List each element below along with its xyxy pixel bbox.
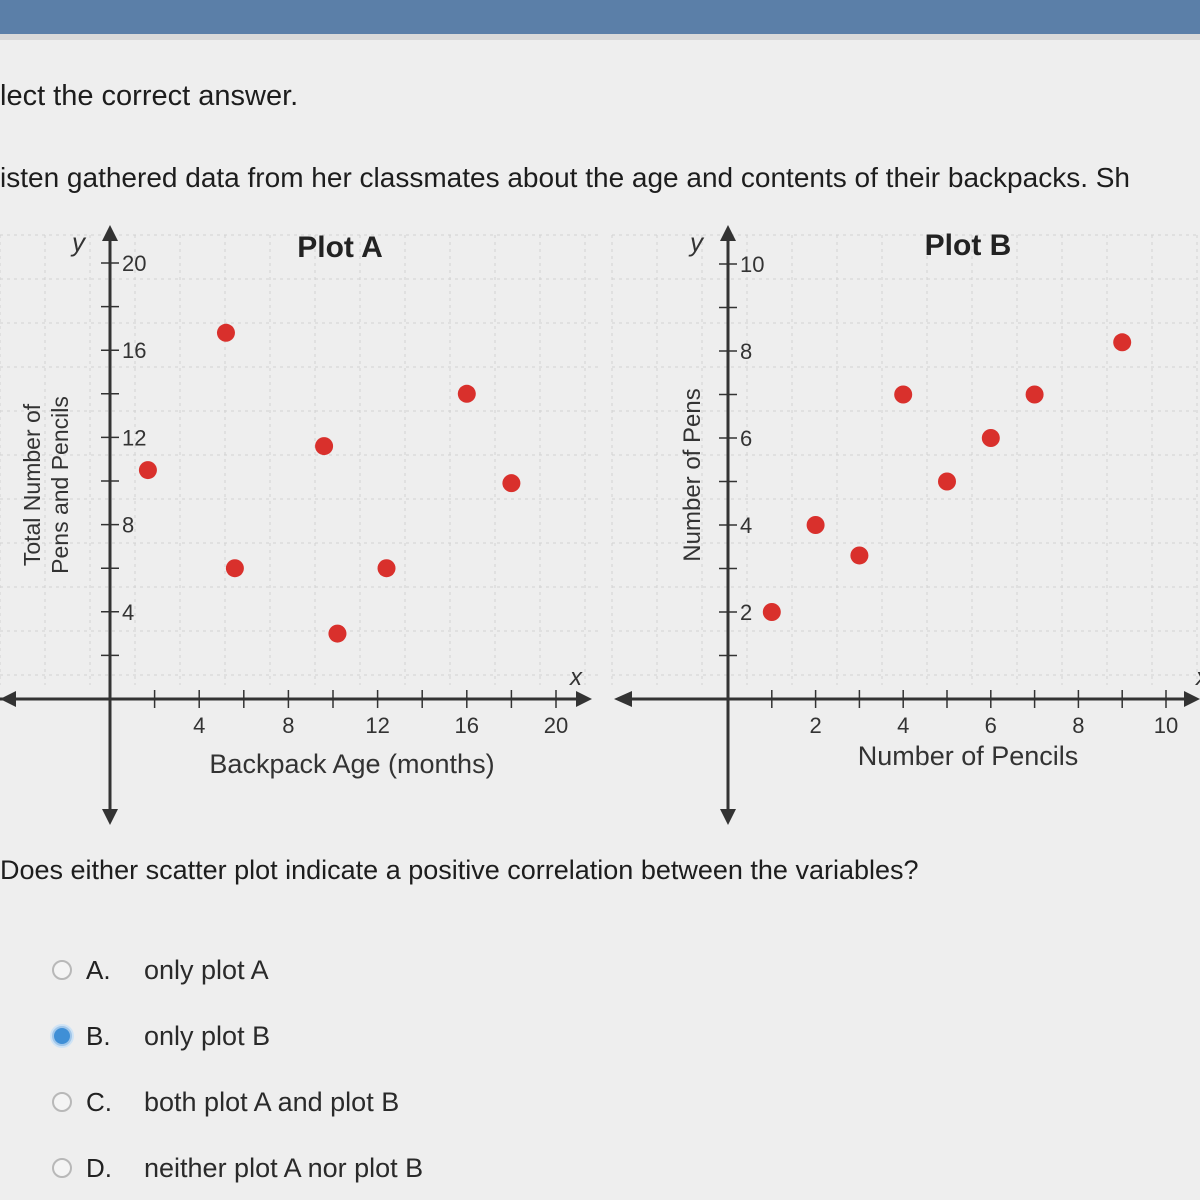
option-text-d: neither plot A nor plot B — [144, 1152, 424, 1183]
plot-a-data-point — [225, 559, 244, 578]
answer-option-b[interactable]: B. only plot B — [52, 1016, 572, 1056]
instruction-text: lect the correct answer. — [0, 80, 299, 112]
answer-option-a[interactable]: A. only plot A — [52, 950, 572, 990]
plot-b-title: Plot B — [925, 229, 1012, 262]
plot-b-y-axis-arrow-up — [720, 225, 736, 241]
plot-b-y-tick-label: 2 — [740, 600, 752, 625]
option-letter-a: A. — [86, 954, 111, 985]
plot-b-x-tick-label: 2 — [809, 713, 821, 738]
option-letter-c: C. — [86, 1086, 112, 1117]
plot-b-data-point — [938, 472, 956, 491]
plot-b-data-point — [762, 603, 781, 621]
plot-b-y-tick-label: 8 — [740, 339, 752, 364]
plot-a-y-tick-label: 8 — [122, 513, 134, 538]
plot-a-x-tick-label: 12 — [365, 713, 389, 738]
browser-top-bar — [0, 0, 1200, 34]
question-prompt: isten gathered data from her classmates … — [0, 162, 1131, 193]
plot-a-y-tick-label: 20 — [122, 251, 146, 276]
plot-b-y-tick-label: 4 — [740, 513, 752, 538]
plot-b-y-axis-letter: y — [688, 227, 705, 257]
plot-a-x-axis-label: Backpack Age (months) — [209, 749, 494, 779]
plot-a-y-axis-arrow-down — [102, 809, 118, 825]
plot-b-data-point — [1025, 385, 1044, 404]
option-text-c: both plot A and plot B — [144, 1086, 400, 1117]
plot-b-data-point — [981, 429, 1000, 447]
answer-option-c[interactable]: C. both plot A and plot B — [52, 1082, 572, 1122]
plot-b-data-point — [894, 385, 913, 404]
answer-option-d[interactable]: D. neither plot A nor plot B — [52, 1148, 572, 1188]
plot-a-x-tick-label: 16 — [455, 713, 479, 738]
plot-b-x-tick-label: 10 — [1154, 713, 1178, 738]
plot-a-y-axis-arrow-up — [102, 225, 118, 241]
plot-a-data-point — [138, 461, 157, 480]
plot-b-y-tick-label: 6 — [740, 426, 752, 451]
option-letter-d: D. — [86, 1152, 112, 1183]
plot-b-x-axis-letter: x — [1195, 664, 1200, 691]
plot-b-x-tick-label: 6 — [985, 713, 997, 738]
top-divider — [0, 34, 1200, 40]
plot-a-title: Plot A — [297, 231, 383, 264]
plot-a-y-tick-label: 4 — [122, 600, 134, 625]
plot-a-data-point — [377, 559, 396, 578]
scatter-plots-figure: y x 4 8 12 16 20 4 8 12 16 20 Plot A Backpack Age (mo… — [0, 225, 1200, 825]
plot-b-x-axis-arrow-left — [614, 691, 632, 707]
plot-a-y-tick-label: 12 — [122, 425, 146, 450]
plot-b-data-point — [806, 516, 825, 534]
plot-b-data-point — [850, 546, 869, 565]
plot-a-y-axis-label: Total Number ofPens and Pencils — [19, 396, 73, 574]
plot-a-data-point — [216, 323, 235, 342]
plot-a-data-point — [315, 437, 334, 456]
plot-b-x-axis-label: Number of Pencils — [858, 741, 1079, 771]
radio-b[interactable] — [52, 1026, 72, 1046]
plot-a-data-point — [328, 624, 347, 643]
plot-a-x-tick-label: 20 — [544, 713, 568, 738]
plot-a-x-axis-arrow-left — [0, 691, 16, 707]
radio-a[interactable] — [52, 960, 72, 980]
plot-a-x-tick-label: 4 — [193, 713, 205, 738]
plot-a-y-axis-letter: y — [70, 227, 87, 257]
option-letter-b: B. — [86, 1020, 111, 1051]
plot-a-x-axis-arrow-right — [576, 691, 592, 707]
plot-b-y-axis-label: Number of Pens — [679, 388, 706, 561]
question-text: Does either scatter plot indicate a posi… — [0, 855, 919, 885]
plot-b-x-axis-arrow-right — [1184, 691, 1200, 707]
plot-a-x-axis-letter: x — [569, 664, 583, 691]
plot-b-data-point — [1113, 333, 1132, 352]
plot-a-x-tick-label: 8 — [282, 713, 294, 738]
plot-a-data-point — [502, 474, 521, 493]
plot-a-y-tick-label: 16 — [122, 338, 146, 363]
radio-d[interactable] — [52, 1158, 72, 1178]
plot-b-y-axis-arrow-down — [720, 809, 736, 825]
plot-b-x-tick-label: 4 — [897, 713, 909, 738]
radio-c[interactable] — [52, 1092, 72, 1112]
plot-b-y-tick-label: 10 — [740, 252, 764, 277]
plot-a-data-point — [457, 384, 476, 403]
plot-b-x-tick-label: 8 — [1072, 713, 1084, 738]
option-text-a: only plot A — [144, 954, 269, 985]
option-text-b: only plot B — [144, 1020, 271, 1051]
